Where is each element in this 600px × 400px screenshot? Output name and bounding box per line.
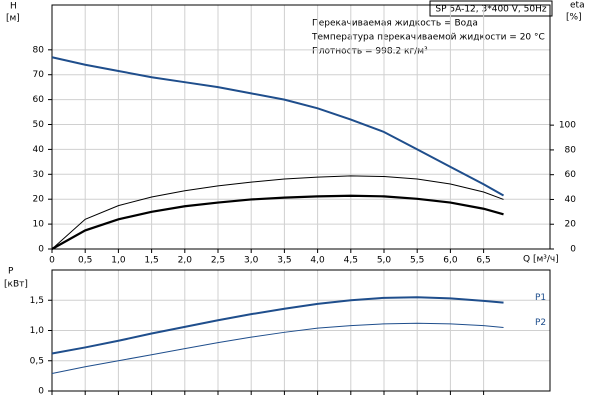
x-tick-label: 2,0 xyxy=(178,256,193,266)
x-tick-label: 1,5 xyxy=(144,256,158,266)
x-tick-label: 1,0 xyxy=(111,256,126,266)
x-tick-label: 3,5 xyxy=(277,256,291,266)
y-tick-label: 1,0 xyxy=(30,326,45,336)
annotation: Перекачиваемая жидкость = Вода xyxy=(312,19,478,29)
y-tick-label: 10 xyxy=(33,220,45,230)
plot-frame xyxy=(51,4,551,250)
x-tick-label: 5,0 xyxy=(377,256,392,266)
y-unit: [м] xyxy=(6,14,20,24)
y-tick-label: 80 xyxy=(33,45,45,55)
y-tick-label: 0 xyxy=(38,387,44,397)
y-tick-label: 1,5 xyxy=(30,296,44,306)
curve xyxy=(51,322,504,374)
x-tick-label: 3,0 xyxy=(244,256,259,266)
annotation: Температура перекачиваемой жидкости = 20… xyxy=(311,33,545,43)
series-label: P1 xyxy=(535,293,546,303)
y-tick-label: 30 xyxy=(33,170,45,180)
x-tick-label: 4,0 xyxy=(310,256,325,266)
y-tick-label: 50 xyxy=(33,120,45,130)
y-tick-label: 60 xyxy=(33,95,45,105)
y-label: H xyxy=(10,2,17,12)
y-unit: [кВт] xyxy=(4,280,28,290)
x-tick-label: 2,5 xyxy=(211,256,225,266)
y-label: P xyxy=(8,267,14,277)
x-tick-label: 6,5 xyxy=(476,256,490,266)
curve xyxy=(51,296,504,355)
x-tick-label: 4,5 xyxy=(344,256,358,266)
y2-tick-label: 0 xyxy=(570,245,576,255)
y-tick-label: 0 xyxy=(38,245,44,255)
chart-title: SP 5A-12, 3*400 V, 50Hz xyxy=(435,5,546,15)
x-label: Q [м³/ч] xyxy=(523,255,559,265)
y-tick-label: 70 xyxy=(33,70,45,80)
y-tick-label: 20 xyxy=(33,195,45,205)
y-tick-label: 40 xyxy=(33,145,45,155)
y2-tick-label: 100 xyxy=(559,121,576,131)
x-tick-label: 0,5 xyxy=(78,256,92,266)
x-tick-label: 0 xyxy=(49,256,55,266)
series-label: P2 xyxy=(535,318,546,328)
x-tick-label: 5,5 xyxy=(410,256,424,266)
x-tick-label: 6,0 xyxy=(443,256,458,266)
y2-label: eta xyxy=(570,1,585,11)
y2-tick-label: 20 xyxy=(565,220,577,230)
plot-frame xyxy=(51,269,551,392)
annotation: Плотность = 998.2 кг/м³ xyxy=(312,47,428,57)
curve xyxy=(51,56,505,197)
curve xyxy=(51,194,504,250)
y2-tick-label: 40 xyxy=(565,195,577,205)
y-tick-label: 0,5 xyxy=(30,356,44,366)
y2-tick-label: 60 xyxy=(565,170,577,180)
y2-unit: [%] xyxy=(566,13,582,23)
y2-tick-label: 80 xyxy=(565,145,577,155)
curve xyxy=(51,175,504,250)
